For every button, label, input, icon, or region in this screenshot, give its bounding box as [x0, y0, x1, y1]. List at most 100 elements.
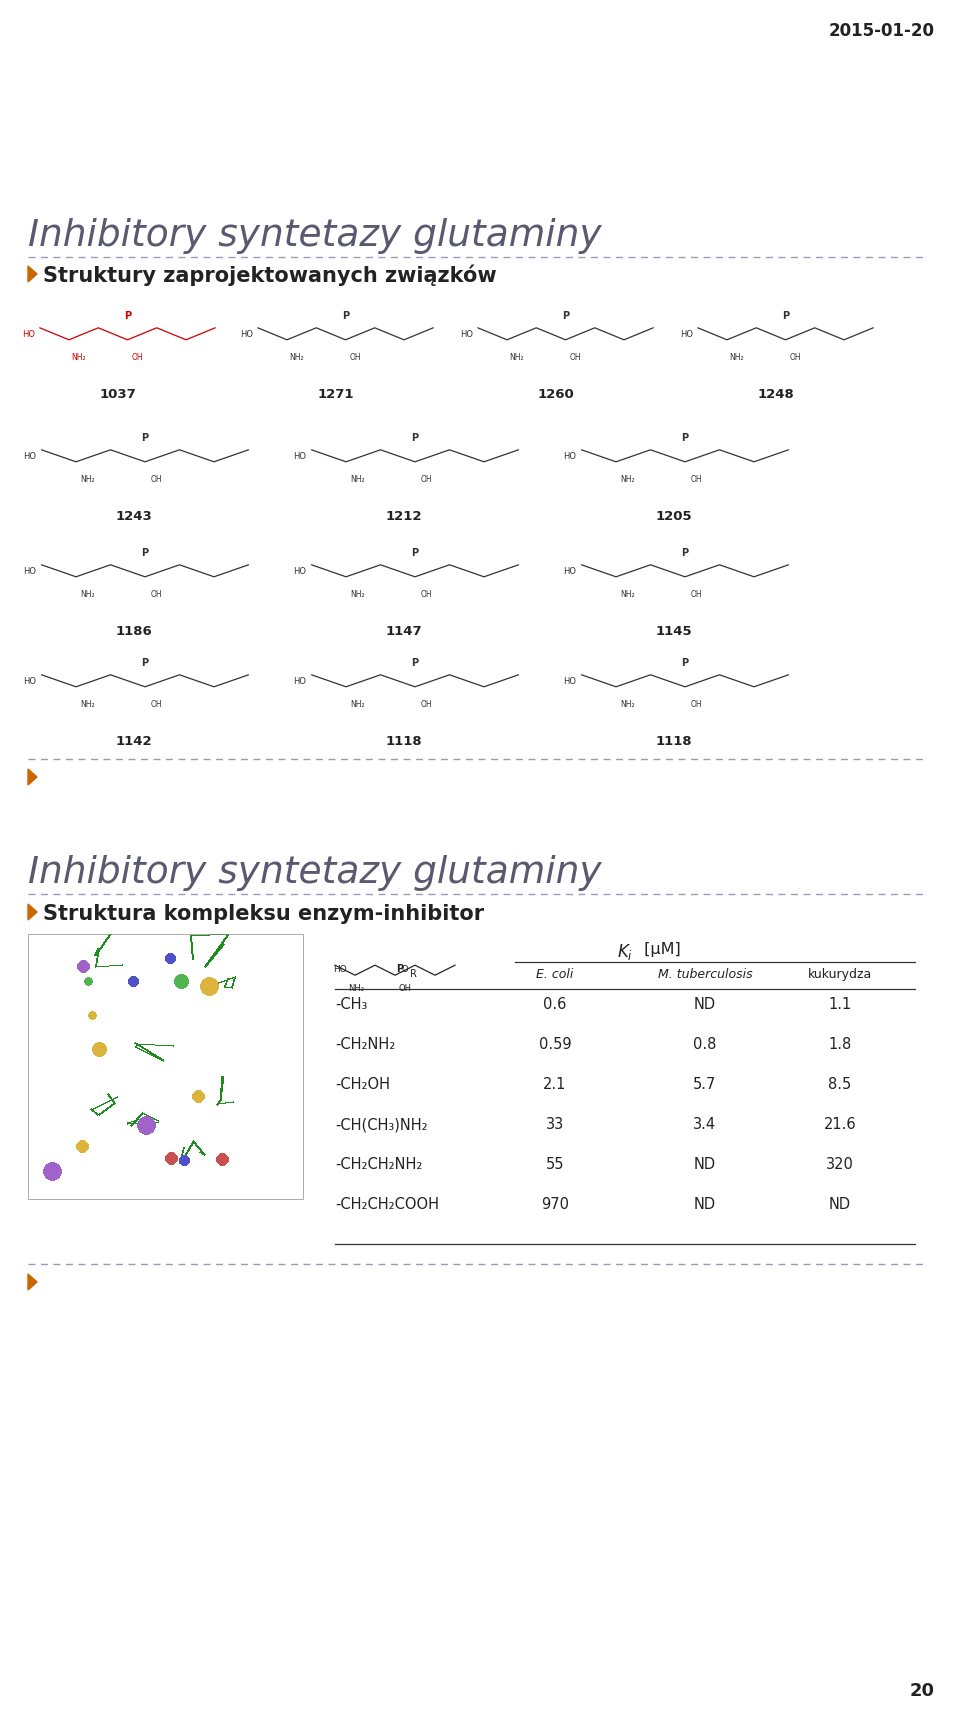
Text: HO: HO: [460, 331, 472, 339]
Text: HO: HO: [294, 452, 306, 461]
Text: HO: HO: [23, 677, 36, 686]
Text: 1147: 1147: [385, 624, 421, 638]
Text: HO: HO: [294, 567, 306, 576]
Text: NH₂: NH₂: [350, 699, 365, 708]
Text: 21.6: 21.6: [824, 1116, 856, 1131]
Text: E. coli: E. coli: [537, 967, 574, 980]
Text: [µM]: [µM]: [639, 941, 681, 956]
Text: 1.8: 1.8: [828, 1037, 852, 1051]
Text: 0.6: 0.6: [543, 996, 566, 1011]
Text: 8.5: 8.5: [828, 1076, 852, 1092]
Text: 1037: 1037: [100, 387, 136, 401]
Text: HO: HO: [22, 331, 35, 339]
Text: ND: ND: [828, 1196, 852, 1212]
Text: OH: OH: [569, 353, 581, 362]
Text: 3.4: 3.4: [693, 1116, 716, 1131]
Text: 0.8: 0.8: [693, 1037, 717, 1051]
Text: P: P: [412, 658, 419, 668]
Text: 0.59: 0.59: [539, 1037, 571, 1051]
Text: 20: 20: [910, 1681, 935, 1699]
Text: Inhibitory syntetazy glutaminy: Inhibitory syntetazy glutaminy: [28, 855, 602, 891]
Text: P: P: [396, 963, 403, 974]
Text: 1243: 1243: [115, 509, 152, 523]
Text: 1118: 1118: [385, 735, 421, 747]
Text: NH₂: NH₂: [81, 475, 95, 483]
Text: P: P: [141, 658, 149, 668]
Text: HO: HO: [294, 677, 306, 686]
Text: NH₂: NH₂: [350, 475, 365, 483]
Text: Inhibitory syntetazy glutaminy: Inhibitory syntetazy glutaminy: [28, 218, 602, 254]
Text: 1142: 1142: [115, 735, 152, 747]
Text: P: P: [682, 658, 688, 668]
Text: ND: ND: [694, 1157, 716, 1171]
Text: NH₂: NH₂: [81, 699, 95, 708]
Text: 5.7: 5.7: [693, 1076, 717, 1092]
Text: OH: OH: [349, 353, 361, 362]
Text: HO: HO: [564, 567, 577, 576]
Polygon shape: [28, 770, 37, 785]
Text: 55: 55: [545, 1157, 564, 1171]
Polygon shape: [28, 905, 37, 920]
Text: HO: HO: [333, 965, 347, 974]
Text: OH: OH: [151, 475, 162, 483]
Text: HO: HO: [564, 452, 577, 461]
Text: -CH₂OH: -CH₂OH: [335, 1076, 390, 1092]
Text: P: P: [412, 548, 419, 557]
Text: P: P: [141, 434, 149, 442]
Text: HO: HO: [240, 331, 252, 339]
Text: NH₂: NH₂: [620, 475, 635, 483]
Text: 1205: 1205: [655, 509, 692, 523]
Text: HO: HO: [23, 452, 36, 461]
Text: -CH₃: -CH₃: [335, 996, 368, 1011]
Text: 1145: 1145: [655, 624, 692, 638]
Text: -CH₂CH₂NH₂: -CH₂CH₂NH₂: [335, 1157, 422, 1171]
Polygon shape: [28, 267, 37, 283]
Text: kukurydza: kukurydza: [808, 967, 872, 980]
Text: OH: OH: [789, 353, 801, 362]
Text: $K_i$: $K_i$: [617, 941, 633, 962]
Text: OH: OH: [690, 699, 703, 708]
Text: R: R: [410, 968, 417, 979]
Text: OH: OH: [420, 475, 432, 483]
Text: 2.1: 2.1: [543, 1076, 566, 1092]
Text: P: P: [141, 548, 149, 557]
Text: 320: 320: [826, 1157, 854, 1171]
Text: OH: OH: [420, 699, 432, 708]
Text: P: P: [562, 310, 569, 321]
Text: HO: HO: [564, 677, 577, 686]
Text: Struktury zaprojektowanych związków: Struktury zaprojektowanych związków: [43, 266, 496, 286]
Text: 1186: 1186: [115, 624, 152, 638]
Text: OH: OH: [132, 353, 143, 362]
Text: NH₂: NH₂: [289, 353, 304, 362]
Text: -CH(CH₃)NH₂: -CH(CH₃)NH₂: [335, 1116, 427, 1131]
Text: ND: ND: [694, 1196, 716, 1212]
Text: NH₂: NH₂: [620, 699, 635, 708]
Text: NH₂: NH₂: [510, 353, 524, 362]
Text: 1212: 1212: [385, 509, 421, 523]
Text: NH₂: NH₂: [730, 353, 744, 362]
Text: P: P: [682, 548, 688, 557]
Text: Struktura kompleksu enzym-inhibitor: Struktura kompleksu enzym-inhibitor: [43, 903, 484, 924]
Text: P: P: [782, 310, 789, 321]
Text: HO: HO: [680, 331, 693, 339]
Text: -CH₂NH₂: -CH₂NH₂: [335, 1037, 396, 1051]
Text: NH₂: NH₂: [348, 984, 364, 992]
Text: P: P: [412, 434, 419, 442]
Bar: [28, 934, 303, 1200]
Text: 1.1: 1.1: [828, 996, 852, 1011]
Text: 970: 970: [541, 1196, 569, 1212]
Text: -CH₂CH₂COOH: -CH₂CH₂COOH: [335, 1196, 439, 1212]
Text: OH: OH: [151, 590, 162, 598]
Text: P: P: [342, 310, 349, 321]
Text: OH: OH: [420, 590, 432, 598]
Text: 2015-01-20: 2015-01-20: [829, 22, 935, 39]
Text: NH₂: NH₂: [71, 353, 86, 362]
Text: 33: 33: [546, 1116, 564, 1131]
Text: OH: OH: [399, 984, 412, 992]
Text: P: P: [124, 310, 132, 321]
Text: P: P: [682, 434, 688, 442]
Text: 1271: 1271: [318, 387, 354, 401]
Text: M. tuberculosis: M. tuberculosis: [658, 967, 753, 980]
Text: OH: OH: [151, 699, 162, 708]
Text: OH: OH: [690, 590, 703, 598]
